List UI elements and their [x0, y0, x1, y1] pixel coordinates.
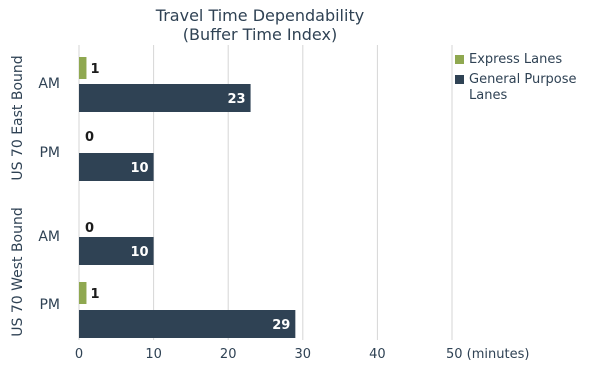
- legend-label-express: Express Lanes: [469, 52, 563, 67]
- x-tick-label-3: 30: [295, 347, 312, 362]
- category-label: AM: [38, 76, 60, 92]
- category-label: AM: [38, 229, 60, 245]
- category-label: PM: [39, 145, 60, 161]
- data-label-general: 23: [227, 92, 245, 107]
- legend-swatch-express: [455, 55, 464, 64]
- x-tick-label-1: 10: [145, 347, 162, 362]
- x-tick-label-2: 20: [220, 347, 237, 362]
- data-label-express: 0: [85, 130, 94, 145]
- bar-general: [79, 84, 251, 112]
- bar-general: [79, 153, 154, 181]
- legend-item-general: General Purpose Lanes: [455, 72, 602, 104]
- chart-title: Travel Time Dependability: [155, 6, 365, 25]
- bar-general: [79, 310, 296, 338]
- chart-subtitle: (Buffer Time Index): [182, 25, 338, 44]
- data-label-general: 10: [131, 161, 149, 176]
- x-tick-label-0: 0: [75, 347, 83, 362]
- x-tick-label-4: 40: [369, 347, 386, 362]
- legend-label-general: General Purpose Lanes: [469, 72, 577, 103]
- group-label: US 70 West Bound: [10, 207, 26, 337]
- data-label-express: 1: [90, 287, 99, 302]
- bar-express: [79, 282, 87, 304]
- category-label: PM: [39, 297, 60, 313]
- x-tick-label-5: 50 (minutes): [446, 347, 529, 362]
- data-label-general: 10: [131, 245, 149, 260]
- legend: Express Lanes General Purpose Lanes: [455, 52, 602, 108]
- data-label-general: 29: [272, 318, 290, 333]
- legend-item-express: Express Lanes: [455, 52, 602, 68]
- bar-express: [79, 57, 87, 79]
- bar-general: [79, 237, 154, 265]
- data-label-express: 0: [85, 221, 94, 236]
- legend-swatch-general: [455, 75, 464, 84]
- group-label: US 70 East Bound: [10, 55, 26, 180]
- data-label-express: 1: [90, 62, 99, 77]
